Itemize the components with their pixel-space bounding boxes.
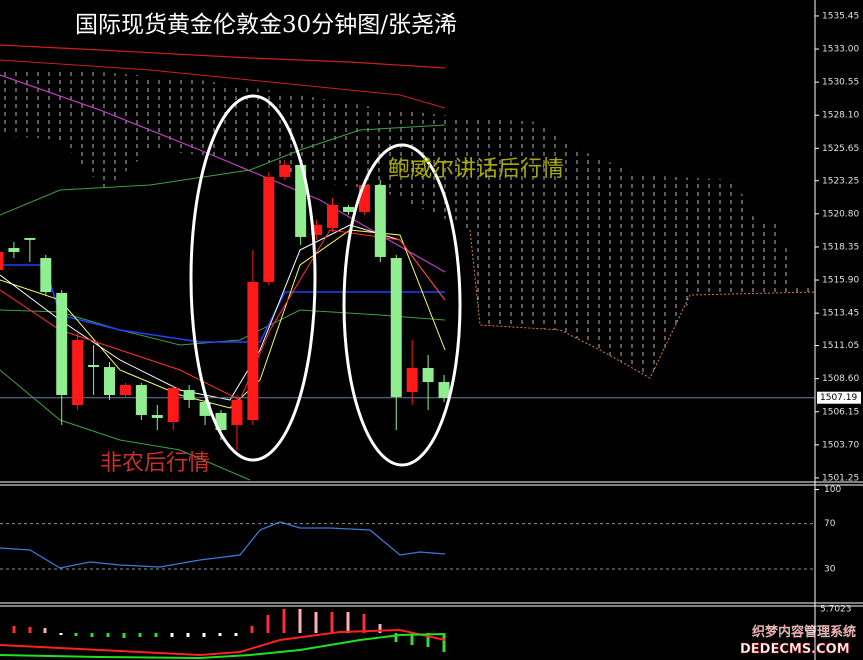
rsi-tick-label: 70 [824,519,836,529]
y-tick-label: 1518.35 [822,242,859,252]
annotation: 鲍威尔讲话后行情 [388,157,564,182]
candle-body [119,385,131,396]
candle-body [56,293,68,396]
ma-line [0,59,446,109]
band-line [0,369,251,481]
y-tick-label: 1520.80 [822,209,859,219]
y-tick-label: 1535.45 [822,11,859,21]
candle-body [24,238,36,240]
band-line [0,124,446,216]
y-tick-label: 1533.00 [822,45,859,55]
macd-label: 5.7023 [820,605,852,615]
candle-body [263,176,275,282]
candle-body [199,402,211,416]
cloud-edge [469,229,816,379]
y-tick-label: 1508.60 [822,374,859,384]
y-tick-label: 1525.65 [822,144,859,154]
candle-body [342,206,354,212]
watermark: 织梦内容管理系统 [752,624,856,640]
candle-body [215,412,227,430]
macd-signal [0,633,446,660]
chart-title: 国际现货黄金伦敦金30分钟图/张尧浠 [75,12,457,38]
candle-body [327,204,339,229]
y-tick-label: 1511.05 [822,341,859,351]
rsi-line [0,521,446,569]
candle-body [40,258,52,293]
candle-body [8,248,20,252]
candle-body [406,367,418,393]
candle-body [183,390,195,401]
rsi-tick-label: 30 [824,564,836,574]
watermark: DEDECMS.COM [740,642,850,657]
y-tick-label: 1530.55 [822,78,859,88]
y-tick-label: 1501.25 [822,473,859,483]
candle-body [88,365,100,368]
y-tick-label: 1515.90 [822,276,859,286]
candle-body [311,224,323,235]
candle-body [295,164,307,237]
y-tick-label: 1528.10 [822,111,859,121]
candle-body [279,164,291,177]
candle-body [422,367,434,383]
candle-body [374,184,386,257]
candle-body [231,400,243,425]
highlight-ellipse [189,94,317,462]
candle-body [358,184,370,212]
current-price-label: 1507.19 [820,393,857,403]
y-tick-label: 1503.70 [822,440,859,450]
candle-body [167,387,179,423]
candle-body [0,251,4,271]
current-price-box [817,391,861,404]
highlight-ellipse [342,143,462,467]
y-tick-label: 1513.45 [822,309,859,319]
y-tick-label: 1523.25 [822,176,859,186]
candle-body [438,382,450,398]
rsi-tick-label: 100 [824,485,841,495]
cloud [0,68,815,378]
candle-body [390,258,402,398]
ma-line [0,44,446,69]
y-tick-label: 1506.15 [822,407,859,417]
candle-body [72,340,84,405]
annotation: 非农后行情 [100,451,210,476]
candle-body [104,367,116,396]
candle-body [151,414,163,418]
macd-bars [12,609,446,652]
candle-body [247,281,259,420]
macd-line [0,628,446,657]
candle-body [135,385,147,415]
